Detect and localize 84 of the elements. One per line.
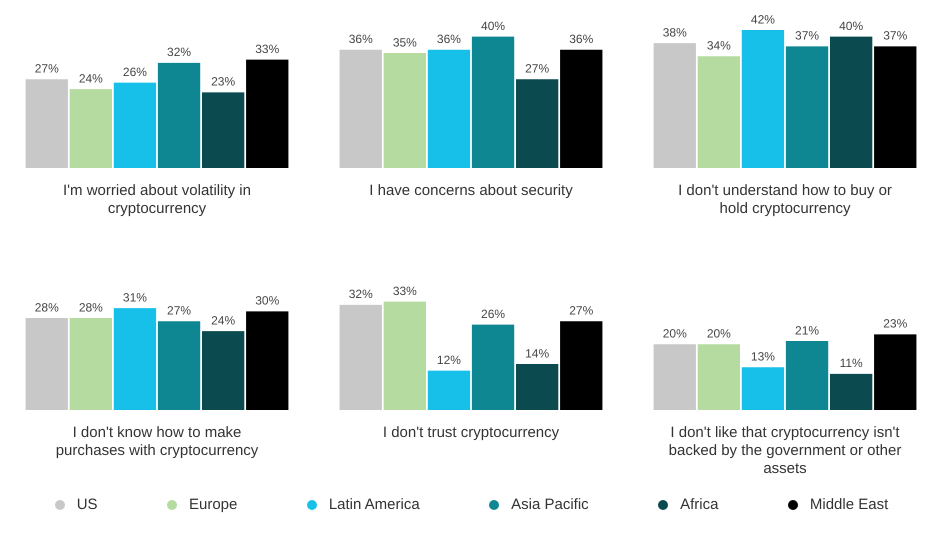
data-label: 28% xyxy=(78,300,104,314)
bar xyxy=(654,43,696,168)
bar xyxy=(246,60,288,168)
data-label: 20% xyxy=(706,326,732,341)
data-label: 31% xyxy=(122,290,148,304)
bar xyxy=(340,304,382,410)
bar xyxy=(698,344,740,410)
data-label: 21% xyxy=(795,323,820,338)
bar xyxy=(384,302,426,410)
data-label: 20% xyxy=(662,326,688,341)
data-label: 34% xyxy=(706,38,732,53)
bar xyxy=(158,62,200,168)
data-label: 12% xyxy=(436,352,462,367)
x-axis-title: I don't like that cryptocurrency isn't backed by the government or other assets xyxy=(668,424,902,478)
data-label: 36% xyxy=(348,32,374,46)
bar xyxy=(70,89,112,168)
bar xyxy=(246,311,288,410)
data-label: 35% xyxy=(392,35,418,50)
bar xyxy=(428,50,470,168)
x-axis-title: I don't know how to make purchases with cryptocurrency xyxy=(54,424,260,460)
bar xyxy=(874,334,916,410)
bar xyxy=(874,46,916,168)
data-label: 38% xyxy=(662,25,688,40)
data-label: 33% xyxy=(255,42,280,56)
bar xyxy=(202,331,244,410)
bar xyxy=(472,324,514,410)
data-label: 23% xyxy=(883,316,908,331)
x-axis-title: I'm worried about volatility in cryptocurrency xyxy=(62,182,252,218)
bar xyxy=(114,308,156,410)
data-label: 26% xyxy=(122,64,148,79)
bar xyxy=(384,53,426,168)
bar xyxy=(202,92,244,168)
bar xyxy=(340,50,382,168)
legend-label: Middle East xyxy=(810,496,888,513)
data-label: 14% xyxy=(525,346,550,360)
bar xyxy=(742,367,784,410)
data-label: 27% xyxy=(525,62,550,76)
data-label: 27% xyxy=(569,304,594,318)
data-label: 40% xyxy=(481,18,506,33)
legend-label: US xyxy=(76,496,98,513)
data-label: 32% xyxy=(348,287,374,302)
data-label: 13% xyxy=(750,350,776,364)
bar xyxy=(114,82,156,168)
legend-label: Africa xyxy=(680,496,718,513)
data-label: 42% xyxy=(750,12,776,26)
bar xyxy=(516,79,558,168)
data-label: 27% xyxy=(167,304,192,318)
bar xyxy=(516,364,558,410)
bar xyxy=(560,321,602,410)
bar xyxy=(560,50,602,168)
legend-label: Asia Pacific xyxy=(511,496,589,513)
data-label: 11% xyxy=(840,356,864,370)
x-axis-title: I don't trust cryptocurrency xyxy=(382,424,560,442)
data-label: 32% xyxy=(167,45,192,60)
bar xyxy=(654,344,696,410)
bar xyxy=(786,341,828,410)
data-label: 26% xyxy=(481,306,506,321)
data-label: 33% xyxy=(392,284,418,298)
bar xyxy=(698,56,740,168)
bar xyxy=(742,30,784,168)
data-label: 28% xyxy=(34,300,60,314)
data-label: 23% xyxy=(211,74,236,89)
bar xyxy=(26,79,68,168)
data-label: 24% xyxy=(78,71,104,86)
bar xyxy=(830,36,872,168)
data-label: 37% xyxy=(883,28,908,43)
data-label: 36% xyxy=(569,32,594,46)
bar xyxy=(472,36,514,168)
x-axis-title: I don't understand how to buy or hold cryptocurrency xyxy=(677,182,893,218)
legend-label: Latin America xyxy=(328,496,420,513)
bar xyxy=(428,370,470,410)
bar xyxy=(70,318,112,410)
x-axis-title: I have concerns about security xyxy=(368,182,574,200)
legend-label: Europe xyxy=(189,496,238,513)
bar xyxy=(830,374,872,410)
data-label: 40% xyxy=(839,18,864,33)
data-label: 27% xyxy=(34,62,60,76)
data-label: 24% xyxy=(211,313,236,328)
data-label: 36% xyxy=(436,32,462,46)
data-label: 30% xyxy=(255,294,280,308)
bar xyxy=(786,46,828,168)
bar xyxy=(26,318,68,410)
bar xyxy=(158,321,200,410)
data-label: 37% xyxy=(795,28,820,43)
